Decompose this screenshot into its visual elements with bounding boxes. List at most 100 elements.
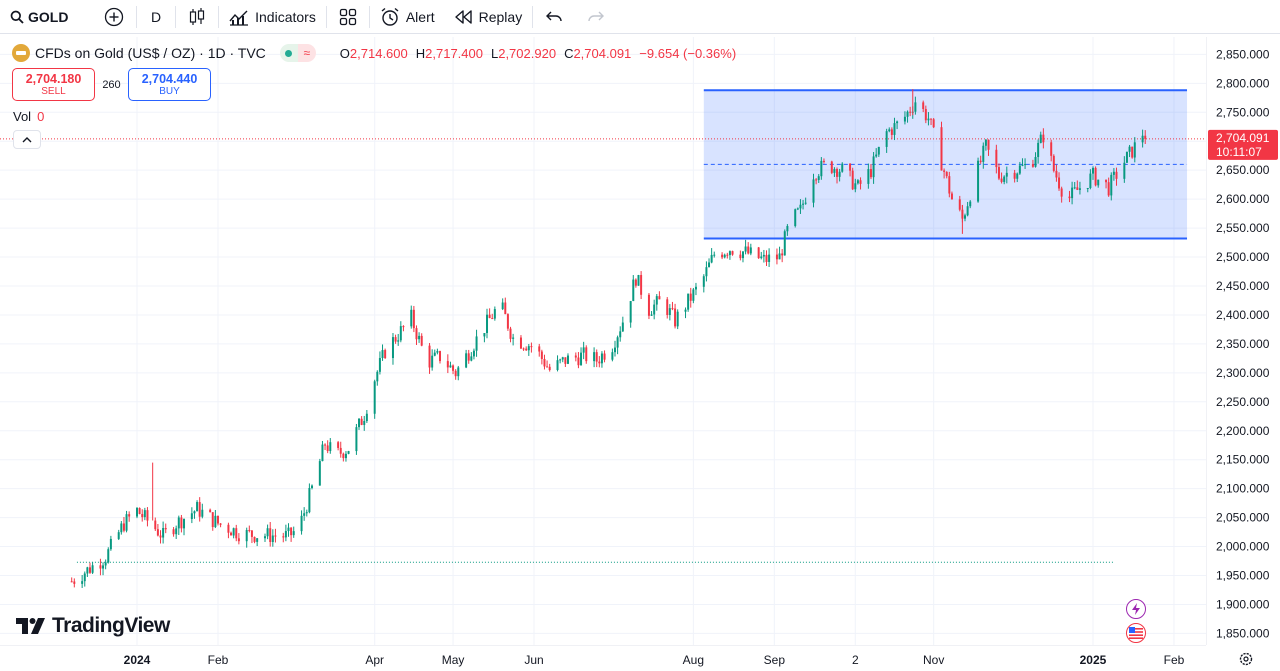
market-status[interactable]: ≈ (279, 44, 316, 62)
price-axis[interactable]: 1,850.000 1,900.000 1,950.000 2,000.000 2,05… (1206, 37, 1280, 645)
candle-body (410, 309, 413, 327)
candle-body (997, 167, 1000, 179)
spread-value: 260 (102, 78, 121, 91)
candle-body (684, 309, 687, 312)
time-tick-label: Aug (683, 653, 704, 667)
candle-body (232, 528, 235, 536)
price-tick-label: 2,100.000 (1216, 482, 1270, 496)
candle-body (619, 331, 622, 338)
candle-body (674, 308, 677, 327)
candle-body (415, 328, 418, 340)
compare-symbol-button[interactable] (92, 0, 136, 34)
time-tick-label: 2 (852, 653, 859, 667)
us-flag-icon (1129, 627, 1143, 639)
candle-body (841, 163, 844, 172)
buy-button[interactable]: 2,704.440 BUY (128, 68, 211, 101)
candle-body (632, 279, 635, 302)
candle-body (446, 361, 449, 368)
candle-body (391, 337, 394, 359)
candle-body (376, 371, 379, 382)
candle-body (817, 176, 820, 180)
price-tick-label: 2,550.000 (1216, 221, 1270, 235)
candle-body (815, 179, 818, 181)
candle-body (209, 509, 212, 513)
indicators-button[interactable]: Indicators (219, 0, 326, 34)
candle-body (786, 226, 789, 232)
candle-body (501, 302, 504, 310)
gold-bar-icon (12, 44, 30, 62)
candle-body (177, 517, 180, 529)
candle-body (713, 254, 716, 256)
lightning-button[interactable] (1126, 599, 1146, 619)
candle-body (219, 523, 222, 525)
replay-button[interactable]: Replay (445, 0, 533, 34)
candle-body (540, 351, 543, 359)
undo-icon (546, 11, 562, 21)
candle-body (86, 567, 89, 574)
time-axis[interactable]: 2024 Feb Apr May Jun Aug Sep 2 Nov 2025 Feb (0, 645, 1280, 671)
candle-body (344, 453, 347, 459)
candle-body (102, 565, 105, 569)
candle-body (877, 146, 880, 155)
candle-body (449, 365, 452, 368)
tv-logo-icon (16, 618, 45, 634)
candle-body (83, 573, 86, 582)
candle-body (927, 118, 930, 121)
undo-button[interactable] (533, 0, 575, 34)
candle-body (1105, 179, 1108, 183)
sell-button[interactable]: 2,704.180 SELL (12, 68, 95, 101)
gear-inner (1243, 656, 1249, 662)
candle-body (321, 444, 324, 462)
candle-body (175, 528, 178, 535)
candle-body (723, 254, 726, 258)
economic-calendar-button[interactable] (1126, 623, 1146, 643)
candle-body (399, 326, 402, 341)
layouts-button[interactable] (327, 0, 369, 34)
symbol-title[interactable]: CFDs on Gold (US$ / OZ) · 1D · TVC (35, 45, 266, 61)
candle-body (1076, 187, 1079, 190)
candle-body (452, 365, 455, 371)
candle-body (595, 352, 598, 362)
candle-body (282, 536, 285, 538)
price-tick-label: 2,400.000 (1216, 308, 1270, 322)
candle-body (757, 247, 760, 259)
candle-body (1089, 173, 1092, 188)
candle-body (311, 485, 314, 489)
toolbar-divider (136, 5, 137, 28)
redo-button[interactable] (575, 0, 617, 34)
candle-body (284, 531, 287, 538)
add-circle-icon (104, 7, 124, 26)
candle-body (470, 356, 473, 361)
candle-body (689, 293, 692, 301)
price-chart[interactable] (0, 37, 1206, 645)
symbol-search[interactable]: GOLD (0, 0, 92, 34)
candle-body (593, 352, 596, 362)
chevron-up-icon (22, 136, 32, 142)
candle-body (88, 567, 91, 573)
price-tick-label: 2,150.000 (1216, 453, 1270, 467)
candle-body (308, 488, 311, 513)
time-tick-label: Sep (764, 653, 786, 667)
toolbar-divider (218, 5, 220, 28)
candle-body (1078, 188, 1081, 190)
collapse-legend-button[interactable] (13, 130, 41, 149)
tradingview-logo[interactable]: TradingView (16, 614, 170, 638)
candle-body (230, 532, 233, 536)
candle-body (172, 529, 175, 535)
open-key: O (339, 45, 350, 61)
settings-gear-icon[interactable] (1239, 652, 1253, 666)
candle-body (890, 129, 893, 135)
candle-body (640, 275, 643, 295)
candle-body (909, 111, 912, 113)
candle-body (838, 171, 841, 177)
chart-type-button[interactable] (176, 0, 218, 34)
candle-body (420, 335, 423, 346)
candle-body (183, 518, 186, 529)
alert-button[interactable]: Alert (370, 0, 445, 34)
candle-body (637, 275, 640, 286)
sell-price: 2,704.180 (25, 71, 82, 86)
candle-body (488, 314, 491, 319)
candle-body (564, 357, 567, 364)
interval-button[interactable]: D (137, 0, 175, 34)
candle-body (378, 358, 381, 372)
